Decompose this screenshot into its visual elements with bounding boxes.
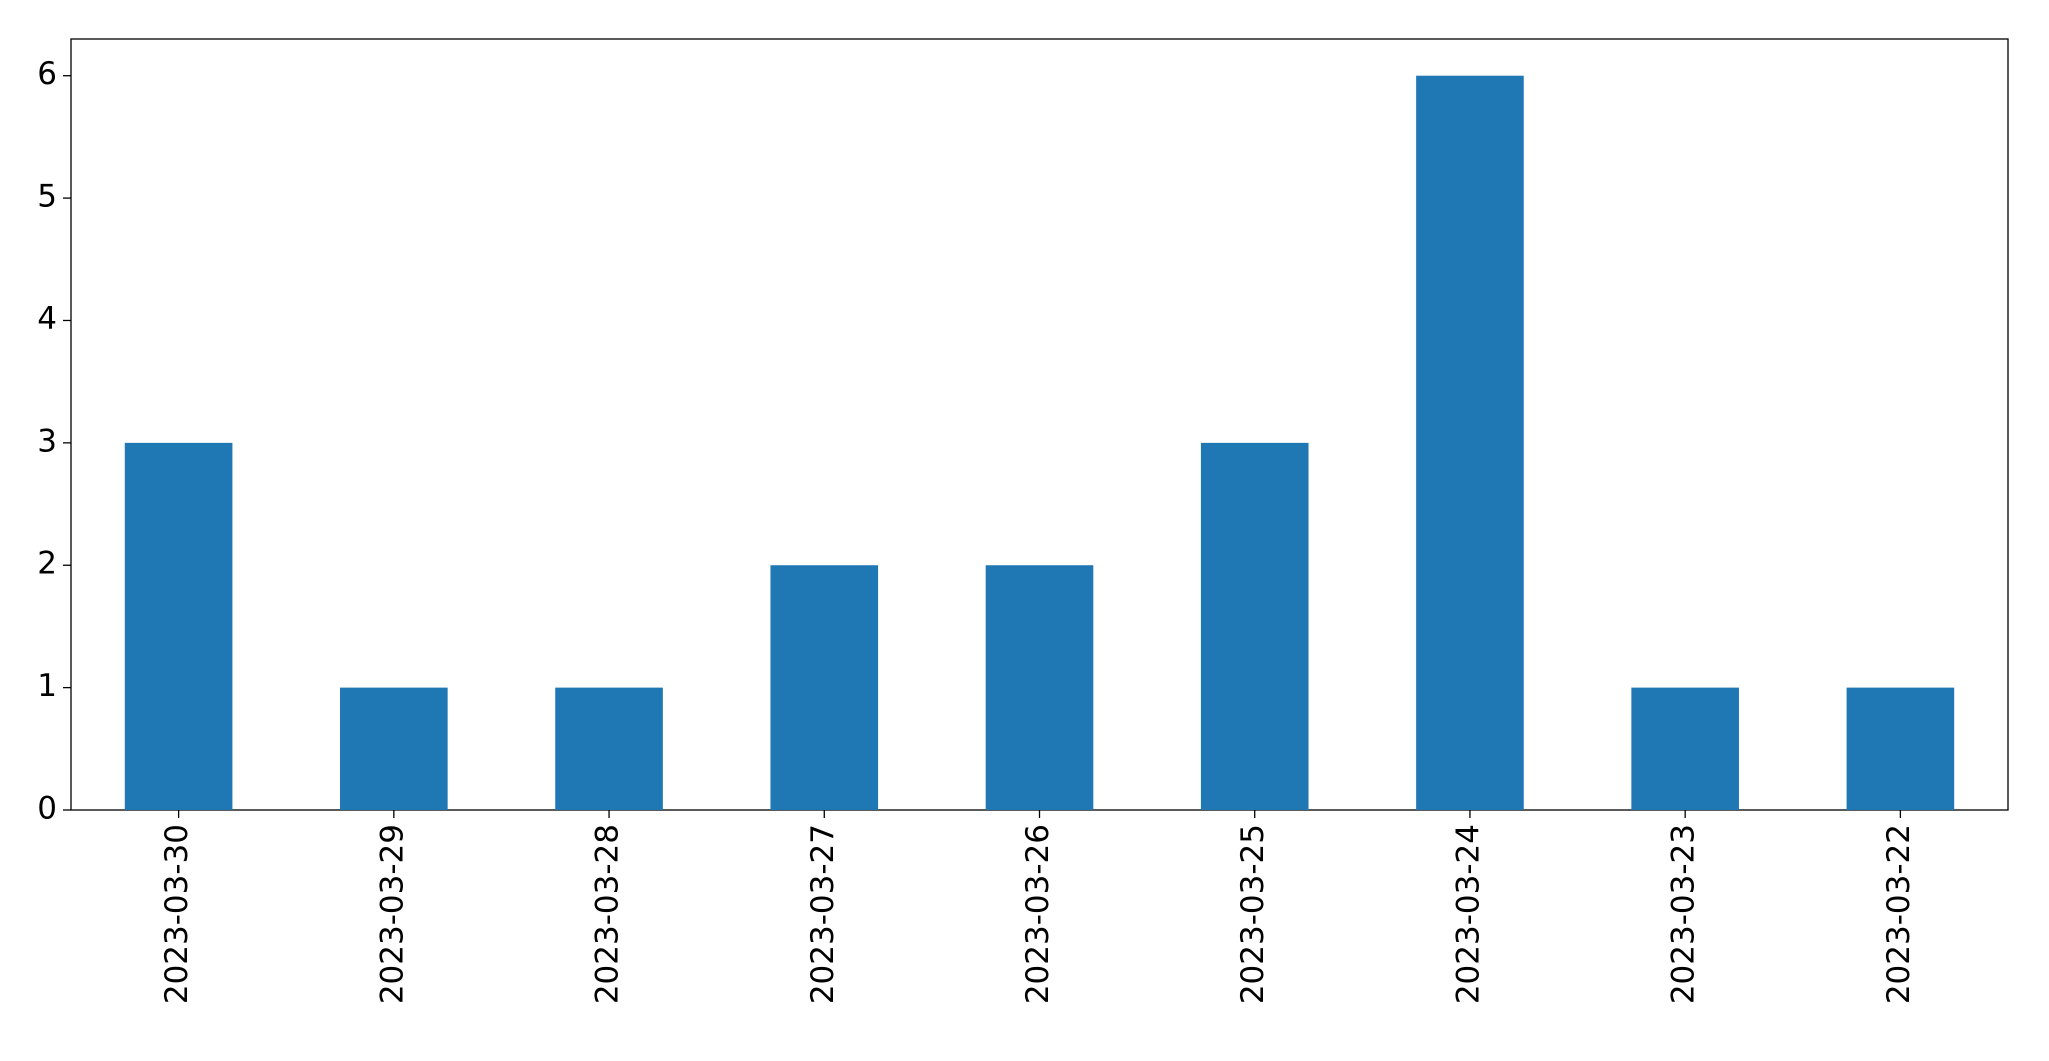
x-tick-label: 2023-03-29: [374, 824, 410, 1004]
bar: [124, 442, 233, 810]
bar: [340, 687, 448, 810]
y-tick-label: 3: [37, 423, 57, 459]
bar: [770, 565, 879, 810]
bar: [1200, 442, 1309, 810]
x-tick-label: 2023-03-30: [159, 824, 195, 1004]
x-tick-label: 2023-03-27: [805, 824, 841, 1004]
x-tick-label: 2023-03-23: [1666, 824, 1702, 1004]
y-tick-label: 4: [37, 301, 57, 337]
bar: [1846, 687, 1955, 810]
y-tick-label: 0: [37, 791, 57, 827]
y-tick-label: 2: [37, 546, 57, 582]
x-tick-label: 2023-03-24: [1450, 824, 1486, 1004]
x-tick-label: 2023-03-28: [590, 824, 626, 1004]
x-tick-label: 2023-03-26: [1020, 824, 1056, 1004]
y-tick-label: 6: [37, 56, 57, 92]
bar: [985, 565, 1094, 810]
y-tick-label: 5: [37, 179, 57, 215]
bar: [1631, 687, 1739, 810]
x-tick-label: 2023-03-25: [1235, 824, 1271, 1004]
bar: [1416, 75, 1524, 810]
x-tick-label: 2023-03-22: [1881, 824, 1917, 1004]
bar: [555, 687, 663, 810]
y-tick-label: 1: [37, 668, 57, 704]
